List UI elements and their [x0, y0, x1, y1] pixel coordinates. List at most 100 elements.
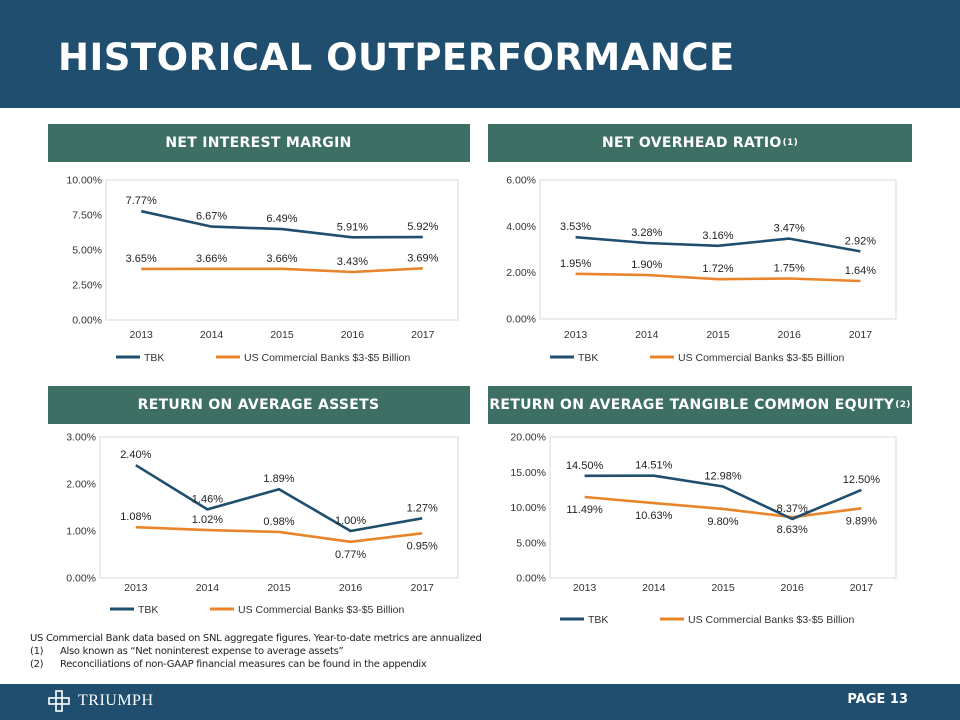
footnote-intro: US Commercial Bank data based on SNL agg… [30, 633, 482, 644]
series-line-us-banks [141, 267, 423, 274]
panel-title-rotce: RETURN ON AVERAGE TANGIBLE COMMON EQUITY [489, 397, 895, 413]
data-label: 8.37% [777, 503, 808, 515]
panel-sup-rotce: (2) [895, 400, 911, 410]
x-tick-label: 2017 [411, 329, 435, 341]
data-label: 14.50% [566, 460, 604, 472]
y-tick-label: 15.00% [510, 467, 546, 479]
data-label: 1.72% [702, 263, 733, 275]
data-label: 12.98% [704, 470, 742, 482]
data-label: 1.46% [192, 493, 223, 505]
footnote-1-number: (1) [30, 646, 44, 657]
data-label: 3.53% [560, 221, 591, 233]
legend-label-us-banks: US Commercial Banks $3-$5 Billion [678, 352, 844, 364]
panel-title-roaa: RETURN ON AVERAGE ASSETS [137, 397, 380, 413]
x-tick-label: 2015 [711, 582, 735, 594]
series-line-us-banks [575, 272, 861, 283]
data-label: 9.80% [707, 516, 738, 528]
data-label: 1.89% [263, 473, 294, 485]
legend-label-tbk: TBK [588, 614, 608, 626]
data-label: 0.98% [263, 516, 294, 528]
data-label: 2.40% [120, 449, 151, 461]
y-tick-label: 0.00% [66, 573, 96, 585]
page-number: PAGE 13 [847, 692, 908, 707]
x-tick-label: 2017 [411, 582, 435, 594]
footnote-2-text: Reconciliations of non-GAAP financial me… [60, 659, 427, 670]
chart-return-on-tangible-equity: 0.00% 5.00% 10.00% 15.00% 20.00% 2013 2014 2015… [510, 432, 897, 626]
data-label: 3.16% [702, 230, 733, 242]
header-bar [0, 0, 960, 108]
data-label: 1.64% [845, 265, 876, 277]
chart-net-overhead-ratio: 0.00% 2.00% 4.00% 6.00% 2013 2014 2015 2016 2017… [506, 175, 897, 364]
data-label: 5.91% [337, 221, 368, 233]
y-tick-label: 4.00% [506, 221, 536, 233]
legend-label-us-banks: US Commercial Banks $3-$5 Billion [238, 604, 404, 616]
data-label: 8.63% [777, 524, 808, 536]
footer-bar [0, 684, 960, 720]
data-label: 3.47% [774, 223, 805, 235]
x-tick-label: 2013 [130, 329, 154, 341]
legend-label-tbk: TBK [578, 352, 598, 364]
y-tick-label: 0.00% [516, 573, 546, 585]
series-line-tbk [135, 464, 423, 533]
y-tick-label: 7.50% [72, 210, 102, 222]
data-label: 1.08% [120, 511, 151, 523]
plot-area [549, 436, 897, 579]
panel-header-roaa: RETURN ON AVERAGE ASSETS [48, 386, 470, 424]
data-label: 1.27% [407, 502, 438, 514]
panel-header-overhead: NET OVERHEAD RATIO (1) [488, 124, 912, 162]
series-line-tbk [140, 209, 423, 239]
y-tick-label: 10.00% [66, 175, 102, 187]
y-tick-label: 0.00% [72, 315, 102, 327]
data-label: 6.49% [266, 213, 297, 225]
plot-area [99, 436, 459, 579]
y-tick-label: 3.00% [66, 432, 96, 444]
y-tick-label: 2.50% [72, 280, 102, 292]
data-label: 11.49% [566, 504, 603, 516]
panel-sup-overhead: (1) [782, 138, 798, 148]
data-label: 1.90% [631, 259, 662, 271]
x-tick-label: 2014 [196, 582, 220, 594]
panel-header-nim: NET INTEREST MARGIN [48, 124, 470, 162]
y-tick-label: 5.00% [516, 537, 546, 549]
y-tick-label: 5.00% [72, 245, 102, 257]
data-label: 7.77% [126, 195, 157, 207]
footnote-1: (1) Also known as “Net noninterest expen… [30, 645, 482, 658]
company-logo: TRIUMPH [48, 690, 154, 712]
x-tick-label: 2013 [564, 329, 588, 341]
data-label: 3.43% [337, 256, 368, 268]
data-label: 9.89% [846, 515, 877, 527]
data-label: 1.00% [335, 515, 366, 527]
data-label: 0.77% [335, 549, 366, 561]
data-label: 3.69% [407, 252, 438, 264]
x-tick-label: 2013 [573, 582, 597, 594]
plot-area [539, 179, 897, 320]
chart-return-on-average-assets: 0.00% 1.00% 2.00% 3.00% 2013 2014 2015 2016 2017… [66, 432, 459, 616]
x-tick-label: 2016 [778, 329, 802, 341]
y-tick-label: 1.00% [66, 526, 96, 538]
data-label: 3.66% [196, 253, 227, 265]
data-label: 12.50% [843, 474, 881, 486]
footnotes: US Commercial Bank data based on SNL agg… [30, 632, 482, 671]
x-tick-label: 2017 [850, 582, 874, 594]
x-tick-label: 2013 [124, 582, 148, 594]
y-tick-label: 10.00% [510, 502, 546, 514]
data-label: 14.51% [635, 460, 673, 472]
data-label: 6.67% [196, 211, 227, 223]
footnote-2: (2) Reconciliations of non-GAAP financia… [30, 658, 482, 671]
x-tick-label: 2014 [642, 582, 666, 594]
x-tick-label: 2017 [849, 329, 873, 341]
page-title: HISTORICAL OUTPERFORMANCE [58, 36, 735, 79]
y-tick-label: 0.00% [506, 314, 536, 326]
data-label: 1.95% [560, 258, 591, 270]
legend-label-tbk: TBK [138, 604, 158, 616]
data-label: 0.95% [407, 540, 438, 552]
footnote-2-number: (2) [30, 659, 44, 670]
chart-net-interest-margin: 0.00% 2.50% 5.00% 7.50% 10.00% 2013 2014 2015 20… [66, 175, 459, 364]
data-label: 1.02% [192, 514, 223, 526]
x-tick-label: 2015 [267, 582, 291, 594]
data-label: 1.75% [774, 262, 805, 274]
plot-area [105, 179, 459, 321]
y-tick-label: 20.00% [510, 432, 546, 444]
x-tick-label: 2014 [635, 329, 659, 341]
panel-header-rotce: RETURN ON AVERAGE TANGIBLE COMMON EQUITY… [488, 386, 912, 424]
